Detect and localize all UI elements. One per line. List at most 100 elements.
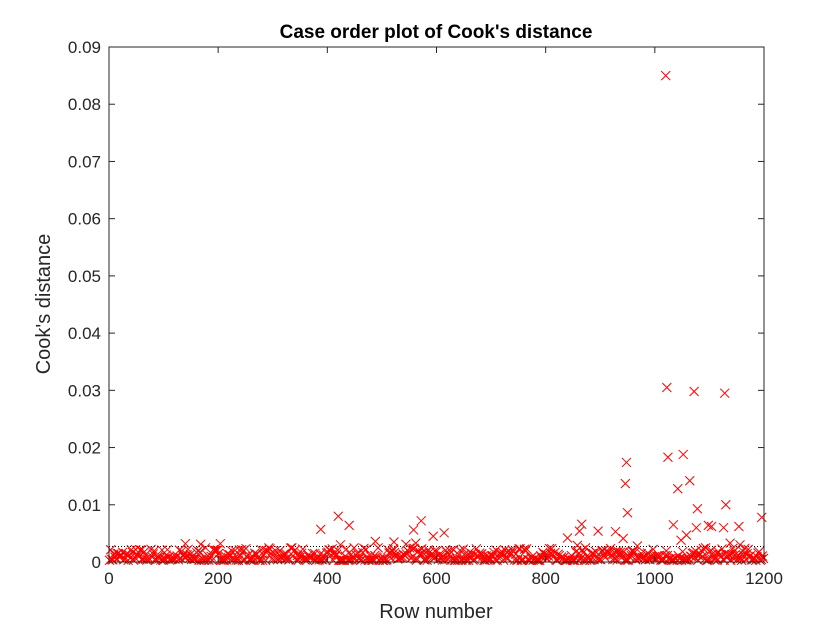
- data-point: [388, 543, 399, 554]
- x-tick-label: 400: [313, 569, 341, 588]
- x-tick-label: 800: [531, 569, 559, 588]
- data-point: [552, 555, 562, 566]
- data-point: [689, 386, 699, 397]
- data-point: [428, 531, 439, 542]
- data-point: [315, 524, 326, 535]
- data-point: [327, 543, 338, 554]
- data-point: [718, 522, 729, 533]
- data-point: [114, 552, 125, 562]
- data-point: [419, 555, 429, 565]
- data-point: [684, 475, 695, 486]
- data-point: [359, 543, 369, 554]
- data-point: [121, 549, 131, 560]
- data-point: [719, 388, 730, 399]
- y-tick-label: 0.02: [68, 439, 101, 458]
- data-point: [678, 449, 689, 460]
- data-point: [445, 545, 455, 556]
- data-point: [618, 533, 629, 544]
- y-tick-label: 0.05: [68, 267, 101, 286]
- data-point: [335, 539, 346, 550]
- data-point: [706, 545, 716, 556]
- data-point: [234, 545, 245, 555]
- data-point: [627, 546, 638, 557]
- y-axis-label: Cook's distance: [33, 234, 55, 375]
- data-point: [540, 552, 550, 563]
- data-point: [370, 536, 381, 547]
- y-tick-label: 0: [92, 553, 101, 572]
- data-point: [725, 538, 736, 548]
- data-point: [734, 521, 744, 532]
- data-point: [215, 538, 226, 549]
- data-point: [300, 555, 310, 565]
- data-point: [364, 555, 375, 565]
- y-tick-label: 0.08: [68, 95, 101, 114]
- x-axis-label: Row number: [379, 601, 493, 623]
- data-point: [195, 539, 206, 550]
- data-point: [635, 552, 645, 562]
- data-point: [403, 546, 414, 557]
- data-point: [333, 511, 344, 522]
- x-tick-label: 1200: [745, 569, 783, 588]
- data-point: [209, 545, 220, 556]
- data-point: [520, 546, 531, 556]
- data-point: [562, 533, 573, 543]
- data-point: [290, 544, 300, 555]
- data-point: [698, 543, 709, 554]
- data-point: [717, 544, 727, 554]
- data-point: [758, 553, 769, 564]
- data-point: [183, 544, 193, 555]
- data-point: [703, 520, 714, 531]
- data-point: [422, 555, 433, 566]
- data-point: [342, 555, 353, 565]
- data-point: [521, 544, 532, 554]
- data-point: [226, 545, 237, 556]
- data-point: [213, 548, 224, 559]
- data-point: [332, 545, 343, 556]
- data-point: [241, 543, 251, 554]
- data-point: [720, 499, 731, 510]
- data-point: [576, 519, 587, 530]
- data-point: [199, 555, 210, 566]
- data-point: [701, 555, 712, 566]
- data-point: [274, 545, 285, 556]
- y-tick-label: 0.03: [68, 381, 101, 400]
- data-point: [623, 555, 633, 566]
- data-point: [620, 478, 631, 489]
- data-point: [691, 522, 702, 533]
- y-tick-label: 0.01: [68, 496, 101, 515]
- x-tick-label: 600: [422, 569, 450, 588]
- data-point: [694, 550, 704, 561]
- data-point: [438, 551, 449, 562]
- data-point: [366, 555, 377, 565]
- data-point: [250, 549, 261, 560]
- data-point: [260, 555, 271, 566]
- data-point: [757, 551, 768, 561]
- data-point: [574, 526, 585, 536]
- data-point: [373, 543, 383, 553]
- data-point: [615, 547, 626, 558]
- data-point: [624, 551, 635, 562]
- plot-area: [109, 47, 764, 562]
- data-point: [148, 549, 159, 559]
- x-tick-label: 1000: [636, 569, 674, 588]
- data-point: [200, 542, 211, 553]
- data-point: [408, 525, 419, 535]
- data-point: [344, 520, 355, 531]
- y-tick-label: 0.07: [68, 152, 101, 171]
- data-point: [259, 545, 270, 556]
- y-tick-label: 0.04: [68, 324, 101, 343]
- data-point: [663, 452, 673, 463]
- data-point: [295, 551, 306, 562]
- data-point: [580, 543, 591, 553]
- data-point: [605, 543, 616, 554]
- data-point: [193, 545, 203, 556]
- data-point: [692, 503, 703, 514]
- data-point: [174, 545, 185, 555]
- data-point: [668, 519, 679, 530]
- data-point: [404, 543, 415, 553]
- x-tick-label: 200: [204, 569, 232, 588]
- data-point: [195, 547, 206, 558]
- x-tick-label: 0: [104, 569, 113, 588]
- data-point: [349, 543, 359, 553]
